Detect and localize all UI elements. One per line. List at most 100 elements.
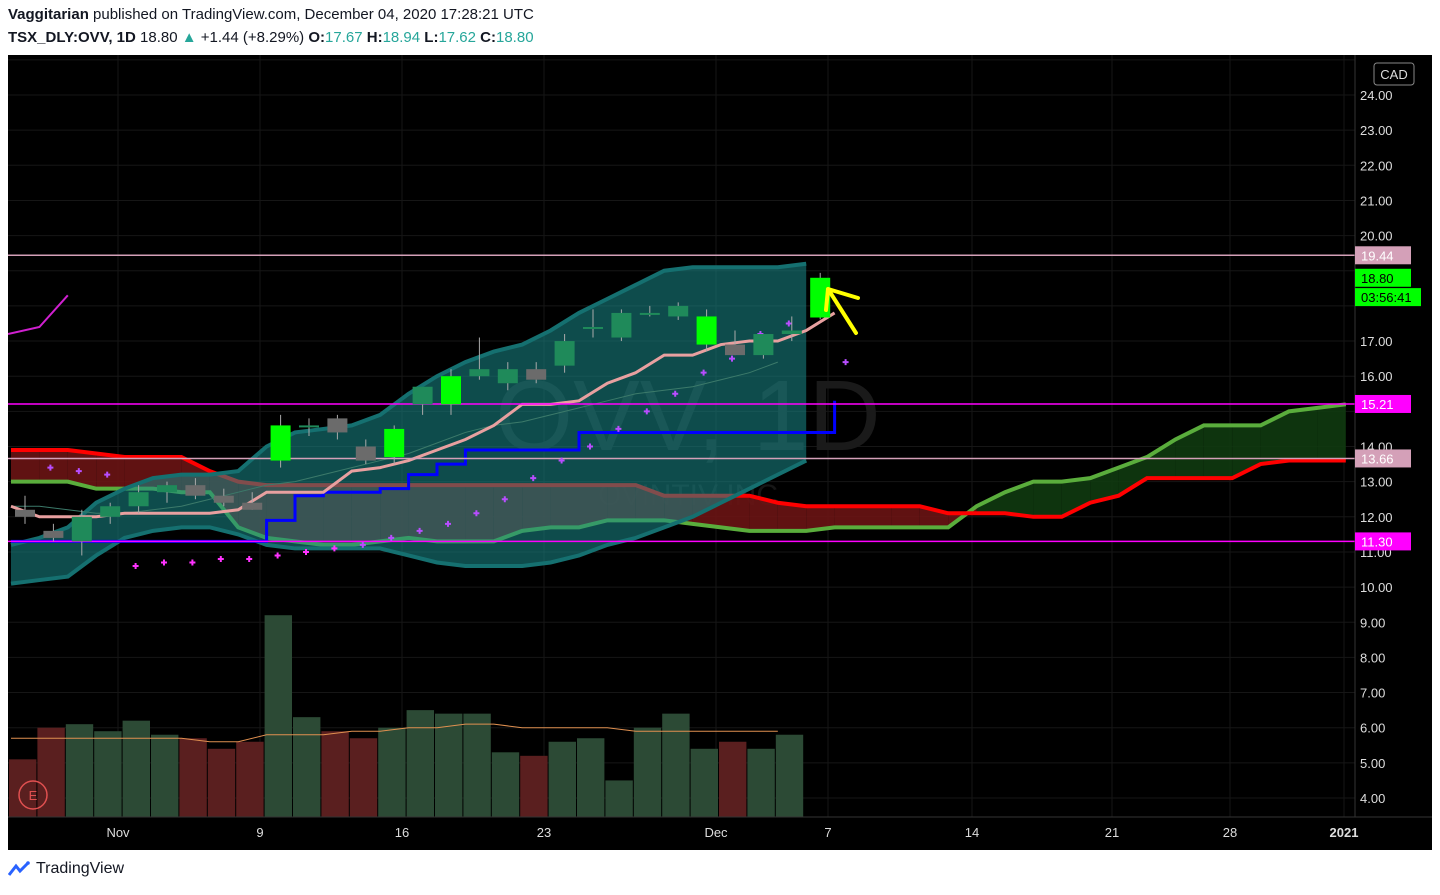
- price-change: +1.44 (+8.29%): [200, 29, 305, 46]
- cloud-segment: [806, 506, 835, 531]
- psar-dot: [416, 527, 423, 534]
- cloud-segment: [1175, 425, 1204, 479]
- volume-bar: [548, 741, 576, 817]
- y-tick-label: 8.00: [1360, 650, 1385, 665]
- price-tag: [1355, 288, 1421, 307]
- volume-bar: [349, 738, 378, 817]
- x-tick-label: 7: [824, 825, 831, 840]
- psar-dot: [104, 471, 111, 478]
- volume-bar: [207, 748, 236, 817]
- price-labels: 19.44 18.80 03:56:41 15.21 13.66 11.30: [1355, 246, 1421, 551]
- volume-bar: [435, 713, 463, 817]
- candle-body: [781, 330, 802, 335]
- price-tag: [1355, 394, 1411, 413]
- psar-dot: [615, 425, 622, 432]
- y-tick-label: 16.00: [1360, 369, 1393, 384]
- bb-upper-line: [10, 261, 807, 547]
- footer-brand-label: TradingView: [36, 860, 125, 877]
- volume-bar: [775, 734, 804, 817]
- price-tag-text: 19.44: [1361, 248, 1394, 263]
- volume-bar: [690, 748, 718, 817]
- candle-body: [753, 334, 774, 356]
- candle-body: [554, 341, 575, 366]
- volume-bar: [406, 710, 434, 817]
- y-tick-label: 22.00: [1360, 158, 1393, 173]
- price-chart[interactable]: OVV, 1D OVINTIV INC 24.0023.0022.0021.00…: [8, 55, 1432, 850]
- tradingview-logo-icon: [8, 861, 30, 876]
- candle-body: [157, 485, 177, 493]
- cloud-segment: [39, 450, 68, 482]
- psar-dot: [587, 443, 593, 450]
- y-tick-label: 7.00: [1360, 686, 1385, 701]
- cloud-segment: [1260, 411, 1289, 465]
- low-value: 17.62: [438, 29, 476, 46]
- volume-bar: [662, 713, 690, 817]
- volume-bar: [236, 741, 264, 817]
- psar-dot: [132, 563, 139, 570]
- author-name[interactable]: Vaggitarian: [8, 6, 89, 23]
- price-tag: [1355, 449, 1411, 468]
- y-tick-label: 20.00: [1360, 229, 1393, 244]
- psar-dot: [274, 552, 281, 559]
- earnings-marker[interactable]: E: [18, 780, 48, 810]
- cloud-segment: [1289, 407, 1318, 461]
- close-label: C:: [480, 29, 496, 46]
- volume-bar: [122, 720, 150, 817]
- candle-body: [412, 386, 433, 405]
- currency-label: CAD: [1380, 67, 1407, 82]
- volume-bar: [577, 738, 605, 817]
- volume-bar: [520, 755, 548, 817]
- last-price: 18.80: [140, 29, 178, 46]
- volume-bar: [37, 727, 65, 817]
- footer-brand[interactable]: TradingView: [8, 860, 124, 878]
- ohlc-legend: TSX_DLY:OVV, 1D 18.80 ▲ +1.44 (+8.29%) O…: [8, 29, 534, 46]
- psar-dot: [388, 534, 395, 541]
- cloud-segment: [11, 450, 40, 482]
- x-tick-label: Dec: [704, 825, 728, 840]
- price-tag-text: 13.66: [1361, 451, 1394, 466]
- low-label: L:: [424, 29, 439, 46]
- candle-body: [583, 326, 603, 329]
- candle-body: [128, 492, 149, 507]
- currency-badge[interactable]: CAD: [1373, 62, 1415, 86]
- chikou-line: [8, 294, 69, 335]
- candle-body: [71, 516, 92, 542]
- candle-body: [270, 425, 291, 461]
- price-tag: [1355, 268, 1411, 287]
- y-tick-label: 17.00: [1360, 334, 1393, 349]
- price-tag-text: 15.21: [1361, 397, 1394, 412]
- cloud-segment: [96, 453, 125, 489]
- price-tag: [1355, 532, 1411, 551]
- candle-body: [441, 376, 461, 405]
- publish-info: Vaggitarian published on TradingView.com…: [8, 6, 534, 23]
- psar-dot: [643, 408, 650, 415]
- volume-bar: [264, 615, 292, 817]
- candles: [15, 272, 831, 556]
- tenkan-line: [10, 311, 836, 519]
- publish-date: published on TradingView.com, December 0…: [88, 6, 534, 23]
- cloud-segment: [1317, 404, 1346, 461]
- price-tag-text: 18.80: [1361, 271, 1394, 286]
- price-tag: [1355, 246, 1411, 265]
- psar-dot: [47, 464, 54, 471]
- y-tick-label: 4.00: [1360, 791, 1385, 806]
- cloud-segment: [1232, 425, 1261, 479]
- parabolic-sar: [47, 306, 849, 570]
- candle-body: [696, 316, 717, 345]
- psar-dot: [842, 359, 849, 366]
- psar-dot: [558, 457, 565, 464]
- volume-bar: [151, 734, 179, 817]
- y-tick-label: 24.00: [1360, 88, 1393, 103]
- close-value: 18.80: [496, 29, 534, 46]
- psar-dot: [785, 320, 792, 327]
- psar-dot: [501, 496, 508, 503]
- volume-bar: [719, 741, 747, 817]
- psar-dot: [161, 559, 167, 566]
- volume-bars: [9, 615, 804, 817]
- psar-dot: [246, 555, 253, 562]
- bb-lower-line: [10, 458, 808, 586]
- symbol-label[interactable]: TSX_DLY:OVV, 1D: [8, 29, 136, 46]
- x-axis[interactable]: Nov 9 16 23 Dec 7 14 21 28 2021: [106, 825, 1358, 840]
- volume-bar: [378, 727, 406, 817]
- psar-dot: [359, 541, 366, 548]
